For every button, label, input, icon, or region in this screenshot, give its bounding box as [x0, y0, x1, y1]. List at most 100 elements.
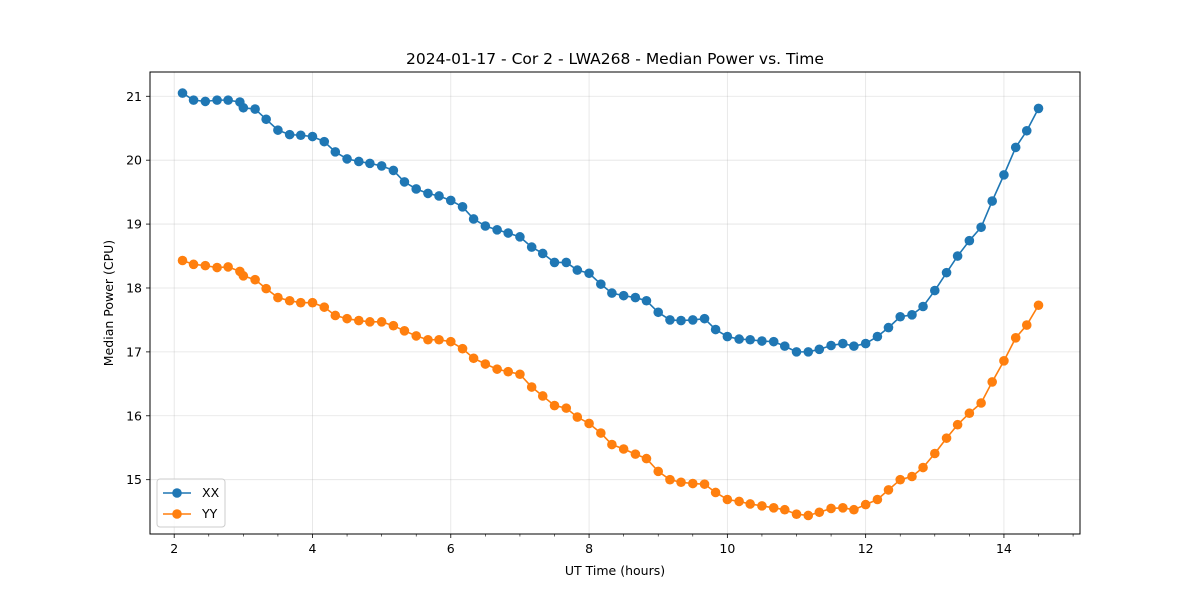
data-point-yy	[930, 448, 940, 459]
data-point-yy	[907, 471, 917, 482]
data-point-yy	[814, 507, 825, 518]
data-point-yy	[838, 503, 848, 513]
data-point-xx	[618, 290, 629, 301]
y-tick-label: 21	[126, 89, 142, 104]
data-point-yy	[457, 343, 468, 354]
data-point-yy	[641, 453, 652, 464]
data-point-yy	[238, 271, 249, 281]
data-point-xx	[399, 177, 410, 187]
data-point-yy	[941, 433, 952, 443]
data-point-xx	[687, 315, 698, 325]
data-point-xx	[999, 170, 1009, 180]
y-tick-label: 20	[126, 153, 142, 168]
data-point-xx	[814, 344, 825, 355]
data-point-xx	[665, 315, 675, 325]
data-point-xx	[492, 225, 502, 235]
data-point-yy	[250, 274, 260, 285]
data-point-xx	[791, 347, 802, 357]
data-point-yy	[999, 356, 1009, 366]
data-point-yy	[261, 283, 271, 294]
data-point-yy	[330, 310, 341, 321]
data-point-yy	[826, 503, 836, 514]
data-point-yy	[918, 462, 928, 473]
data-point-xx	[411, 184, 422, 194]
data-point-yy	[526, 382, 537, 392]
data-point-xx	[561, 257, 572, 268]
data-point-yy	[212, 262, 222, 273]
x-tick-label: 8	[585, 541, 593, 556]
legend-entry-yy: YY	[163, 506, 218, 521]
data-point-yy	[295, 297, 306, 308]
x-tick-label: 2	[170, 541, 178, 556]
data-point-xx	[883, 322, 894, 333]
x-axis-label: UT Time (hours)	[565, 563, 665, 578]
x-tick-label: 6	[447, 541, 455, 556]
data-point-xx	[330, 147, 341, 157]
data-point-yy	[895, 474, 906, 485]
data-point-yy	[365, 317, 375, 327]
data-point-yy	[188, 259, 199, 270]
y-tick-label: 15	[126, 472, 142, 487]
data-point-xx	[480, 221, 491, 231]
data-point-xx	[238, 102, 249, 113]
data-point-xx	[526, 242, 537, 252]
data-point-xx	[307, 131, 318, 142]
data-point-xx	[745, 334, 755, 345]
data-point-yy	[976, 398, 986, 408]
data-point-xx	[423, 188, 433, 199]
data-point-xx	[445, 195, 456, 206]
data-point-xx	[468, 214, 479, 224]
data-point-yy	[1033, 300, 1044, 311]
data-point-xx	[503, 228, 513, 238]
data-point-xx	[549, 257, 560, 268]
data-point-yy	[177, 255, 188, 266]
data-point-xx	[641, 295, 652, 306]
x-tick-label: 10	[719, 541, 735, 556]
data-point-xx	[976, 222, 986, 233]
data-point-xx	[676, 315, 686, 326]
y-tick-label: 18	[126, 280, 142, 295]
data-point-xx	[1033, 103, 1044, 114]
data-point-xx	[365, 158, 375, 169]
legend-marker-yy	[172, 509, 182, 519]
data-point-yy	[468, 353, 479, 364]
data-point-yy	[883, 485, 894, 495]
data-point-yy	[399, 326, 410, 336]
data-point-xx	[319, 136, 330, 147]
x-tick-label: 4	[309, 541, 317, 556]
data-point-yy	[307, 297, 318, 308]
data-point-xx	[354, 156, 364, 167]
data-point-yy	[445, 336, 456, 347]
data-point-yy	[734, 496, 744, 507]
legend-label-yy: YY	[201, 506, 218, 521]
data-point-xx	[734, 334, 744, 344]
data-point-yy	[492, 364, 502, 374]
data-point-xx	[584, 268, 594, 279]
data-point-yy	[388, 320, 399, 331]
data-point-xx	[826, 340, 836, 351]
data-point-xx	[653, 307, 664, 318]
data-point-xx	[572, 265, 583, 275]
data-point-xx	[342, 154, 352, 164]
data-point-yy	[849, 504, 859, 515]
axis-ticks: 2 4 6 8 10 12 14 15 16 17 18 19 20 21	[126, 89, 1074, 556]
data-point-yy	[630, 449, 641, 459]
data-point-xx	[918, 301, 928, 312]
data-point-yy	[1021, 320, 1032, 330]
data-point-yy	[549, 400, 560, 411]
data-point-yy	[607, 439, 617, 450]
data-point-xx	[757, 336, 767, 346]
data-point-yy	[480, 359, 491, 369]
data-point-xx	[457, 202, 468, 212]
data-point-yy	[423, 334, 433, 345]
data-point-yy	[537, 391, 548, 401]
legend-entry-xx: XX	[163, 485, 220, 500]
data-point-yy	[952, 419, 963, 430]
data-point-xx	[699, 313, 710, 324]
data-point-xx	[434, 191, 444, 201]
grid-lines	[150, 72, 1080, 534]
data-point-yy	[768, 503, 779, 513]
data-point-xx	[223, 95, 233, 105]
data-point-yy	[284, 295, 295, 306]
